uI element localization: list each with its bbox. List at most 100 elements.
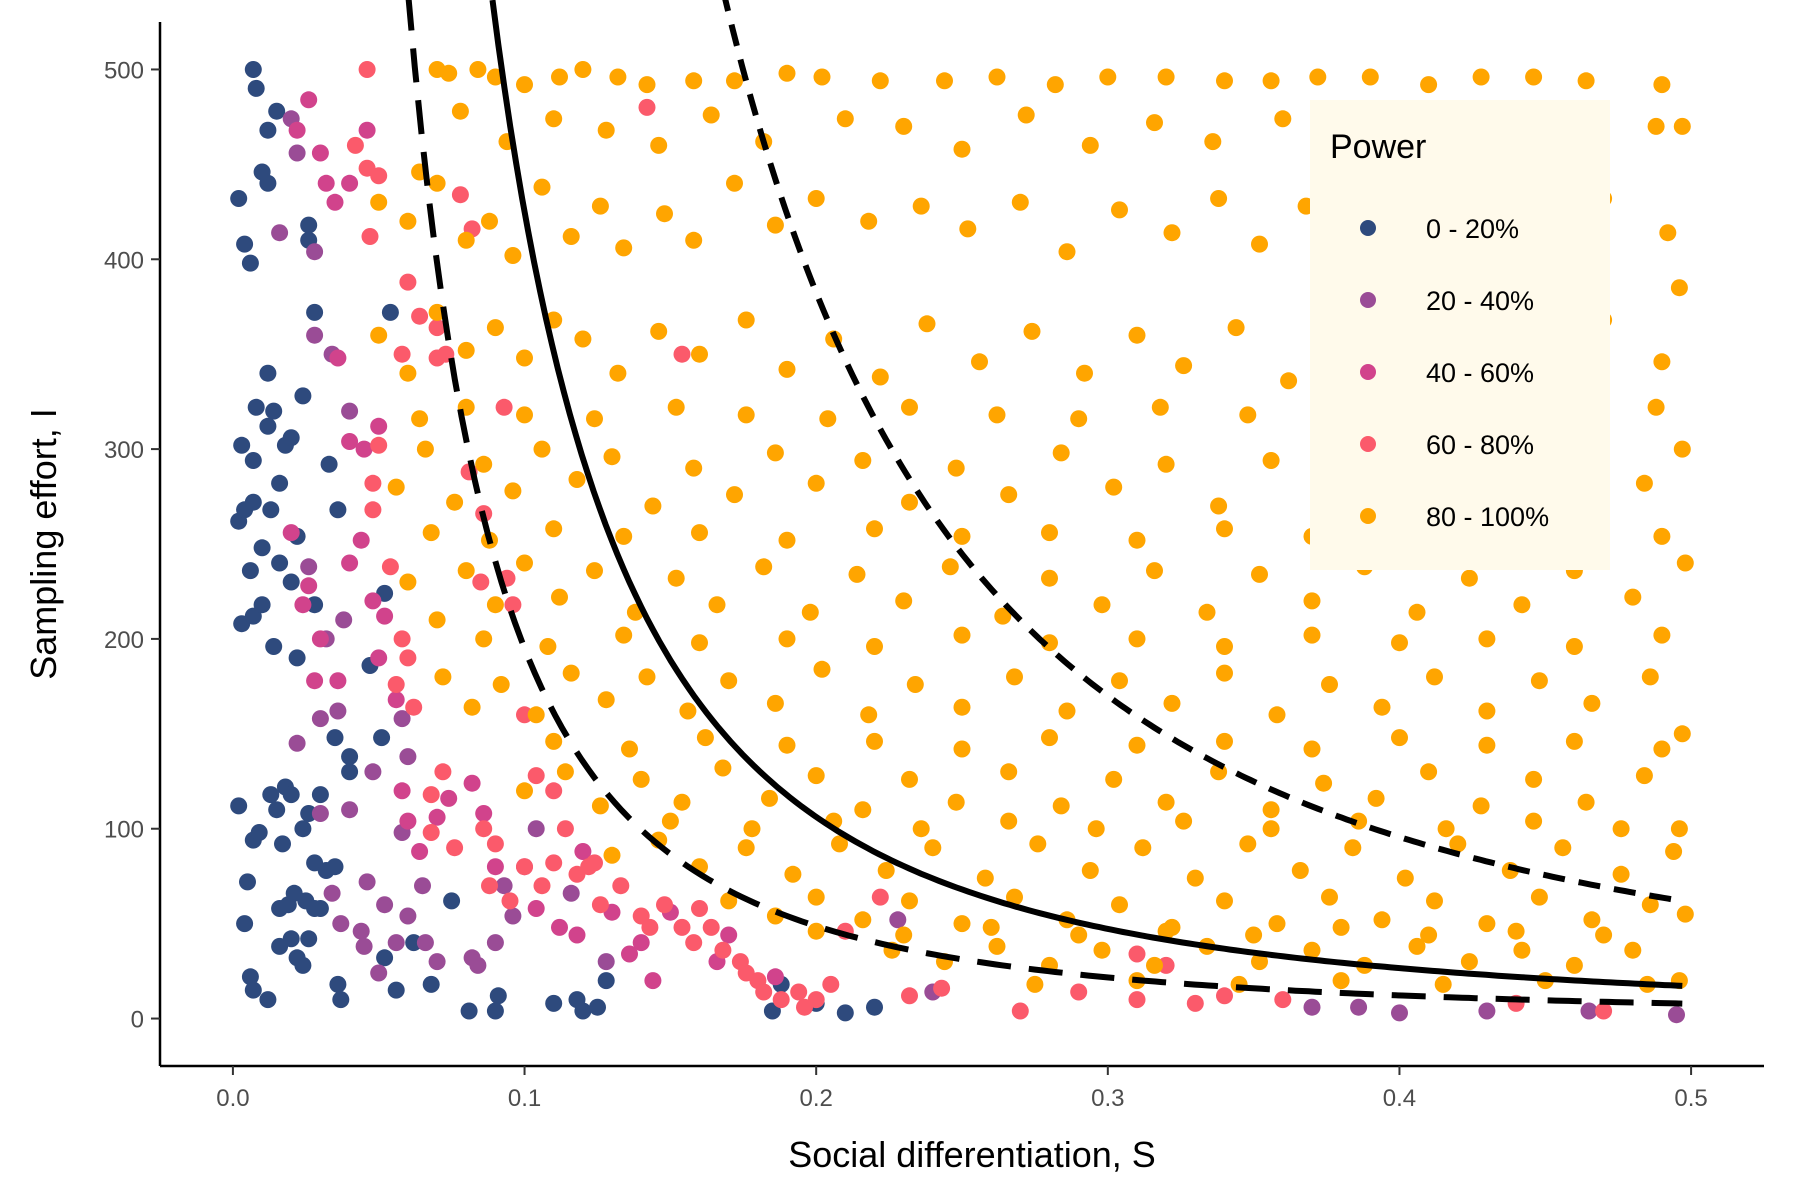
- point-4-349: [807, 922, 825, 940]
- point-1-15: [393, 710, 411, 728]
- legend-label-4: 80 - 100%: [1426, 502, 1549, 532]
- point-2-30: [568, 926, 586, 944]
- point-4-309: [539, 638, 557, 655]
- point-4-152: [638, 668, 656, 686]
- point-4-170: [1530, 672, 1548, 690]
- point-3-31: [591, 896, 609, 914]
- point-4-340: [912, 820, 930, 838]
- point-3-11: [364, 474, 382, 492]
- point-0-5: [244, 61, 262, 78]
- point-4-48: [1111, 201, 1128, 219]
- point-0-30: [265, 638, 283, 655]
- legend-key-4: [1360, 508, 1376, 524]
- point-4-150: [562, 664, 580, 682]
- point-4-177: [673, 793, 691, 811]
- point-4-230: [1268, 915, 1286, 933]
- point-4-347: [1525, 812, 1543, 830]
- point-0-25: [241, 562, 259, 580]
- point-2-18: [387, 691, 405, 709]
- point-4-118: [399, 573, 417, 591]
- point-4-17: [1099, 68, 1117, 86]
- point-4-225: [1006, 888, 1023, 906]
- point-4-190: [1315, 774, 1333, 792]
- point-4-237: [1641, 896, 1659, 914]
- point-4-64: [516, 349, 533, 367]
- point-0-49: [241, 968, 259, 986]
- point-4-175: [591, 797, 609, 815]
- point-4-27: [1653, 76, 1671, 94]
- point-0-7: [259, 121, 277, 139]
- point-1-28: [527, 820, 545, 838]
- legend-title: Power: [1330, 128, 1426, 166]
- point-4-335: [1565, 732, 1583, 750]
- point-4-183: [947, 793, 965, 811]
- point-4-324: [621, 740, 638, 758]
- point-4-40: [726, 174, 743, 192]
- point-3-56: [1186, 994, 1204, 1012]
- point-3-17: [405, 698, 423, 716]
- point-4-99: [726, 486, 743, 504]
- point-3-15: [399, 649, 417, 667]
- point-4-30: [428, 174, 446, 192]
- point-3-5: [399, 273, 417, 291]
- point-4-321: [1565, 638, 1583, 655]
- point-3-23: [486, 835, 504, 853]
- point-4-370: [1673, 725, 1691, 743]
- point-4-246: [1303, 941, 1321, 959]
- legend-entries: 0 - 20% 20 - 40% 40 - 60% 60 - 80% 80 - 100%: [1360, 214, 1549, 532]
- point-4-223: [901, 892, 918, 910]
- point-4-94: [533, 440, 551, 458]
- point-4-135: [1093, 596, 1111, 614]
- point-4-8: [638, 76, 656, 94]
- point-4-128: [755, 558, 773, 576]
- point-4-167: [1373, 698, 1391, 716]
- point-4-16: [1046, 76, 1064, 94]
- point-4-323: [545, 732, 563, 750]
- point-4-36: [591, 197, 609, 215]
- point-4-67: [609, 364, 627, 382]
- point-4-197: [603, 846, 621, 864]
- point-0-93: [306, 596, 324, 614]
- axes: 0.0 0.1 0.2 0.3 0.4 0.5 0 100 200 300 400 500 Soci…: [23, 22, 1764, 1175]
- x-tick-label-3: 0.3: [1091, 1085, 1124, 1112]
- point-2-13: [341, 554, 359, 572]
- point-4-291: [1647, 398, 1665, 416]
- point-0-79: [489, 987, 507, 1005]
- point-4-138: [1251, 565, 1268, 583]
- point-4-294: [545, 520, 563, 538]
- point-1-11: [341, 801, 359, 819]
- point-1-14: [352, 922, 370, 940]
- point-1-41: [288, 734, 306, 752]
- point-3-68: [796, 998, 813, 1016]
- point-1-29: [562, 884, 580, 902]
- point-4-186: [1105, 770, 1123, 788]
- point-3-7: [428, 319, 446, 337]
- x-tick-label-4: 0.4: [1383, 1085, 1416, 1112]
- point-4-342: [1087, 820, 1105, 838]
- point-3-32: [612, 877, 630, 895]
- point-4-104: [947, 459, 965, 477]
- point-4-37: [615, 239, 633, 257]
- point-3-22: [475, 820, 493, 838]
- point-4-245: [1251, 953, 1268, 971]
- legend-key-1: [1360, 292, 1376, 308]
- point-1-25: [486, 934, 504, 952]
- point-4-208: [1134, 839, 1152, 857]
- curve-long-dash: [405, 0, 1683, 1007]
- point-4-249: [1460, 953, 1478, 971]
- point-4-101: [807, 474, 825, 492]
- point-4-187: [1157, 793, 1175, 811]
- point-3-70: [1128, 991, 1146, 1009]
- point-2-9: [300, 577, 318, 595]
- point-3-13: [381, 558, 399, 576]
- point-4-155: [766, 694, 784, 712]
- point-4-132: [941, 558, 959, 576]
- point-2-33: [644, 972, 662, 990]
- point-0-94: [320, 455, 338, 473]
- point-0-22: [244, 493, 262, 511]
- point-4-193: [1472, 797, 1490, 815]
- point-4-141: [1408, 603, 1426, 621]
- point-3-24: [481, 877, 498, 895]
- point-1-16: [399, 748, 417, 766]
